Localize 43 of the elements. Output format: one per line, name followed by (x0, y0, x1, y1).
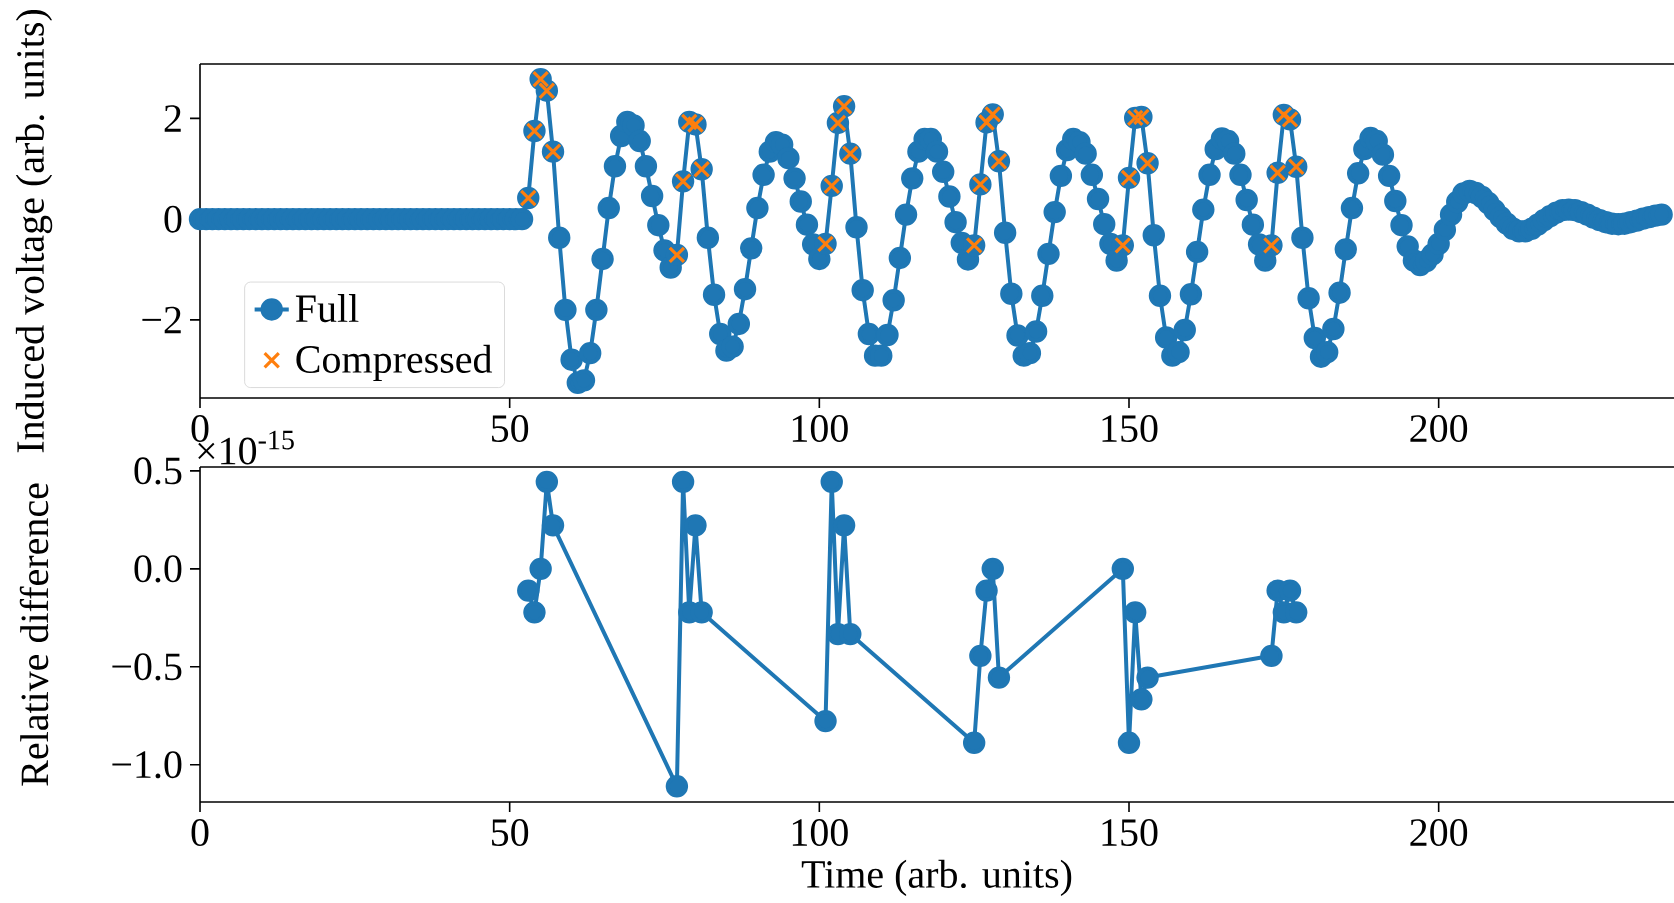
point (517, 579, 540, 602)
x-tick-label: 200 (1410, 415, 1468, 443)
point (1130, 688, 1153, 711)
point (529, 557, 552, 581)
y-tick-label: 0.5 (134, 457, 182, 485)
x-tick-label: 50 (492, 819, 529, 847)
point (975, 579, 998, 602)
x-axis-title: Time (arb. units) (801, 859, 1072, 897)
x-tick-label: 0 (191, 819, 209, 847)
x-tick-label: 150 (1102, 819, 1158, 847)
point (1111, 557, 1135, 581)
x-tick-label: 50 (491, 415, 529, 443)
y-tick-label: 0.0 (134, 555, 182, 583)
y-tick-label: −2 (142, 306, 181, 334)
y-axis-title: Induced voltage (arb. units) (15, 10, 53, 453)
x-tick-label: 200 (1410, 819, 1468, 847)
point (1117, 731, 1141, 755)
point (1260, 644, 1283, 668)
y-tick-label: 2 (164, 105, 181, 132)
point (820, 470, 843, 494)
legend-label: Compressed (296, 344, 493, 382)
point (814, 709, 837, 733)
point (684, 514, 707, 537)
y-tick-label: −0.5 (112, 653, 182, 681)
point (1136, 666, 1159, 689)
point (541, 514, 565, 537)
point (981, 557, 1004, 581)
point (535, 470, 559, 494)
y-tick-label: −1.0 (112, 751, 182, 779)
point (969, 644, 992, 668)
legend-label: Full (295, 294, 359, 323)
point (523, 601, 546, 624)
point (665, 775, 689, 798)
point (832, 514, 856, 537)
y-tick-label: 0 (164, 205, 182, 233)
point (1124, 601, 1147, 624)
point (671, 470, 695, 494)
y-axis-title: Relative difference (19, 483, 49, 786)
x-tick-label: 100 (792, 415, 848, 443)
x-tick-label: 100 (792, 819, 848, 847)
point (987, 666, 1011, 689)
point (962, 731, 986, 755)
x-tick-label: 150 (1102, 415, 1158, 443)
